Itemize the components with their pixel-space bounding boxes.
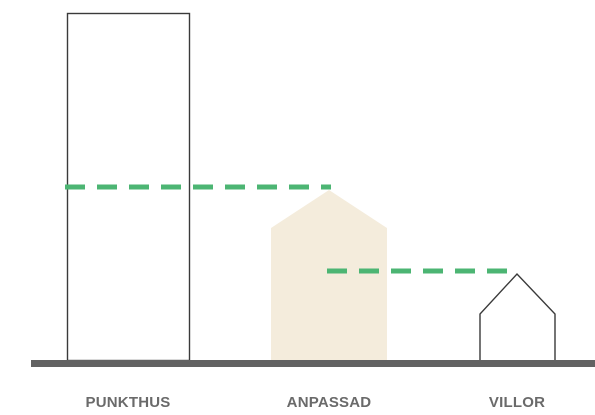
label-punkthus: PUNKTHUS (85, 394, 171, 411)
label-villor: VILLOR (488, 394, 546, 411)
label-anpassad: ANPASSAD (286, 394, 372, 411)
villa-house (479, 272, 556, 361)
anpassad-building (271, 190, 387, 361)
ground-line (31, 360, 595, 367)
